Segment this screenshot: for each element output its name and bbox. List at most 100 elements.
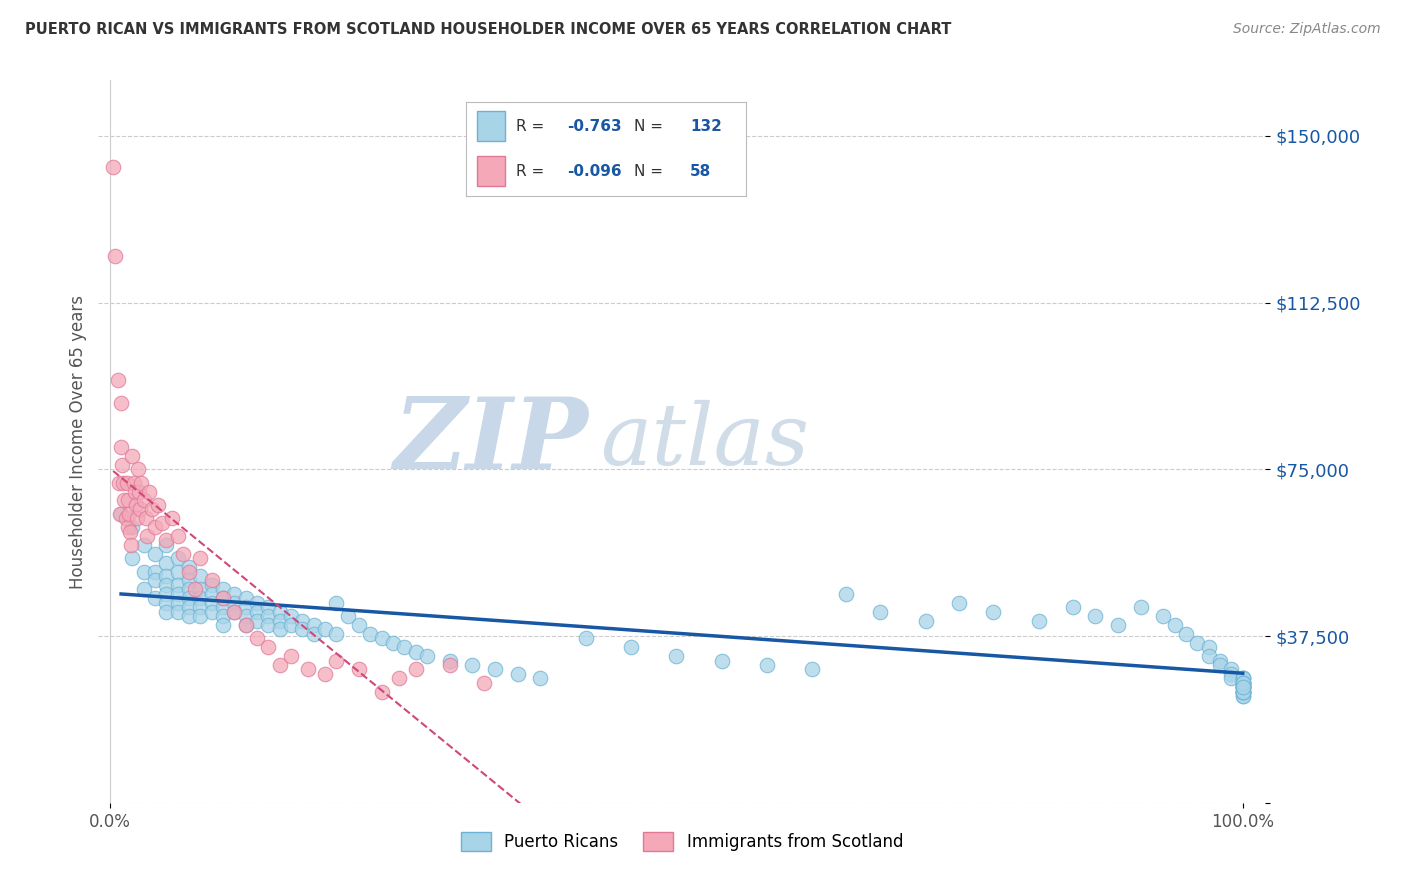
- Point: [128, 484, 150, 499]
- Point: [177, 582, 200, 597]
- Point: [212, 582, 235, 597]
- Point: [160, 511, 183, 525]
- Point: [132, 565, 155, 579]
- Point: [1232, 680, 1254, 694]
- Point: [131, 475, 153, 490]
- Point: [1232, 680, 1254, 694]
- Point: [110, 507, 132, 521]
- Point: [1062, 600, 1084, 615]
- Point: [201, 596, 224, 610]
- Point: [120, 524, 142, 539]
- Point: [1232, 684, 1254, 698]
- Point: [155, 596, 177, 610]
- Point: [183, 582, 205, 597]
- Point: [143, 591, 166, 606]
- Point: [1232, 680, 1254, 694]
- Point: [257, 618, 280, 632]
- Point: [439, 657, 461, 672]
- Point: [132, 582, 155, 597]
- Text: atlas: atlas: [600, 401, 810, 483]
- Point: [155, 538, 177, 552]
- Point: [1232, 689, 1254, 703]
- Point: [155, 556, 177, 570]
- Point: [111, 458, 134, 472]
- Point: [325, 627, 347, 641]
- Point: [269, 657, 291, 672]
- Point: [136, 529, 159, 543]
- Point: [114, 493, 136, 508]
- Point: [135, 511, 157, 525]
- Point: [177, 600, 200, 615]
- Point: [143, 547, 166, 561]
- Point: [101, 160, 124, 174]
- Point: [1028, 614, 1050, 628]
- Point: [1232, 671, 1254, 685]
- Point: [155, 578, 177, 592]
- Point: [297, 662, 319, 676]
- Point: [302, 627, 325, 641]
- Point: [257, 640, 280, 655]
- Point: [1220, 662, 1243, 676]
- Point: [121, 449, 143, 463]
- Point: [121, 520, 143, 534]
- Point: [801, 662, 824, 676]
- Point: [117, 493, 139, 508]
- Y-axis label: Householder Income Over 65 years: Householder Income Over 65 years: [69, 294, 87, 589]
- Point: [108, 475, 131, 490]
- Point: [190, 609, 212, 624]
- Text: ZIP: ZIP: [394, 393, 589, 490]
- Point: [120, 538, 142, 552]
- Point: [110, 440, 132, 454]
- Point: [115, 475, 138, 490]
- Point: [405, 662, 427, 676]
- Point: [201, 587, 224, 601]
- Point: [1209, 657, 1232, 672]
- Point: [166, 565, 188, 579]
- Point: [190, 582, 212, 597]
- Point: [394, 640, 416, 655]
- Point: [190, 569, 212, 583]
- Text: PUERTO RICAN VS IMMIGRANTS FROM SCOTLAND HOUSEHOLDER INCOME OVER 65 YEARS CORREL: PUERTO RICAN VS IMMIGRANTS FROM SCOTLAND…: [25, 22, 952, 37]
- Point: [108, 507, 131, 521]
- Point: [235, 600, 257, 615]
- Point: [269, 623, 291, 637]
- Point: [1232, 675, 1254, 690]
- Point: [291, 614, 314, 628]
- Point: [166, 578, 188, 592]
- Point: [835, 587, 858, 601]
- Point: [224, 605, 246, 619]
- Point: [141, 502, 163, 516]
- Point: [107, 373, 129, 387]
- Point: [1232, 680, 1254, 694]
- Point: [177, 574, 200, 588]
- Point: [484, 662, 506, 676]
- Point: [166, 605, 188, 619]
- Point: [1084, 609, 1107, 624]
- Point: [155, 533, 177, 548]
- Point: [166, 529, 188, 543]
- Point: [110, 395, 132, 409]
- Point: [235, 618, 257, 632]
- Point: [235, 618, 257, 632]
- Point: [122, 475, 145, 490]
- Point: [125, 498, 148, 512]
- Point: [1232, 684, 1254, 698]
- Point: [347, 662, 370, 676]
- Point: [1232, 684, 1254, 698]
- Point: [224, 596, 246, 610]
- Point: [314, 623, 336, 637]
- Point: [359, 627, 381, 641]
- Point: [104, 249, 127, 263]
- Point: [302, 618, 325, 632]
- Point: [1107, 618, 1129, 632]
- Point: [138, 484, 160, 499]
- Point: [155, 605, 177, 619]
- Point: [246, 632, 269, 646]
- Point: [155, 587, 177, 601]
- Point: [201, 578, 224, 592]
- Point: [190, 551, 212, 566]
- Point: [1232, 675, 1254, 690]
- Point: [1220, 666, 1243, 681]
- Point: [914, 614, 936, 628]
- Point: [1232, 675, 1254, 690]
